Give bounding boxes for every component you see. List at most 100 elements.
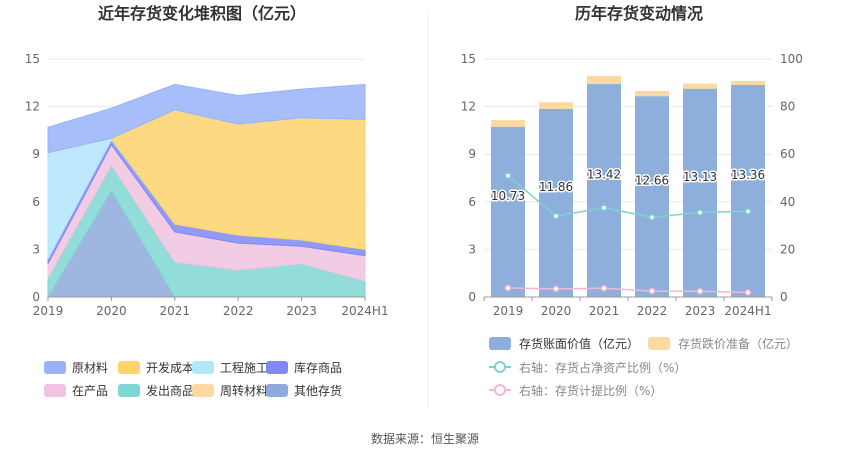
line-point xyxy=(600,284,608,292)
legend-label-周转材料: 周转材料 xyxy=(220,383,268,398)
legend-label-开发成本: 开发成本 xyxy=(146,360,194,375)
left-y-tick-label: 0 xyxy=(32,290,40,304)
area-原材料 xyxy=(47,83,366,154)
right-y2-tick-label: 40 xyxy=(780,195,795,209)
bar-book-value xyxy=(683,88,717,297)
legend-label-impairment: 存货跌价准备（亿元） xyxy=(678,336,798,351)
left-x-tick-label: 2019 xyxy=(33,304,64,318)
left-x-tick-label: 2021 xyxy=(160,304,191,318)
left-x-tick-label: 2022 xyxy=(223,304,254,318)
bar-impairment xyxy=(731,80,765,86)
line-point xyxy=(648,287,656,295)
line-inventory-ratio xyxy=(507,175,749,219)
right-x-tick-label: 2021 xyxy=(589,304,620,318)
left-x-tick-label: 2020 xyxy=(96,304,127,318)
bar-impairment xyxy=(635,91,669,97)
bar-value-label: 12.66 xyxy=(635,174,669,188)
legend-label-工程施工: 工程施工 xyxy=(220,360,268,375)
bar-book-value xyxy=(635,96,669,298)
legend-swatch-开发成本 xyxy=(118,361,140,374)
right-chart-legend: 存货账面价值（亿元） 存货跌价准备（亿元） 右轴：存货占净资产比例（%） 右轴：存货计… xyxy=(489,336,798,398)
left-chart-areas xyxy=(47,83,366,299)
right-x-tick-label: 2022 xyxy=(637,304,668,318)
legend-swatch-工程施工 xyxy=(192,361,214,374)
right-x-tick-label: 2024H1 xyxy=(724,304,771,318)
bar-impairment xyxy=(683,83,717,89)
line-point xyxy=(696,288,704,295)
bar-value-label: 13.42 xyxy=(587,168,621,182)
legend-swatch-其他存货 xyxy=(266,384,288,397)
data-source: 数据来源：恒生聚源 xyxy=(371,431,479,446)
right-y-tick-label: 12 xyxy=(461,100,476,114)
left-x-tick-label: 2024H1 xyxy=(341,304,388,318)
legend-label-book-value: 存货账面价值（亿元） xyxy=(519,336,639,351)
right-y-tick-label: 3 xyxy=(468,242,476,256)
right-y2-tick-label: 100 xyxy=(780,52,803,66)
left-y-tick-label: 3 xyxy=(32,242,40,256)
bar-book-value xyxy=(731,85,765,297)
legend-label-库存商品: 库存商品 xyxy=(294,360,342,375)
bar-value-label: 13.13 xyxy=(683,170,717,184)
legend-swatch-周转材料 xyxy=(192,384,214,397)
left-chart-axis: 0 3 6 9 12 15 2019 2020 2021 2022 2023 2024H1 xyxy=(25,52,389,318)
right-y-tick-label: 9 xyxy=(468,147,476,161)
line-point xyxy=(696,209,704,216)
bar-book-value xyxy=(539,108,573,297)
legend-label-line: 右轴：存货占净资产比例（%） xyxy=(519,360,686,375)
line-point xyxy=(744,289,752,296)
left-x-tick-label: 2023 xyxy=(286,304,317,318)
right-chart-axis: 0 3 6 9 12 15 0 20 40 60 80 100 2019 2020 2021 2022 2023… xyxy=(461,52,803,318)
legend-swatch-在产品 xyxy=(44,384,66,397)
bar-value-label: 13.36 xyxy=(731,168,765,182)
legend-label-发出商品: 发出商品 xyxy=(146,383,194,398)
bar-book-value xyxy=(587,84,621,297)
bar-impairment xyxy=(587,75,621,85)
right-y2-tick-label: 0 xyxy=(780,290,788,304)
left-y-tick-label: 12 xyxy=(25,100,40,114)
line-point xyxy=(552,285,560,293)
left-y-tick-label: 6 xyxy=(32,195,40,209)
right-chart-bar-labels: 10.73 11.86 13.42 12.66 13.13 13.36 xyxy=(489,166,766,204)
legend-swatch-impairment xyxy=(648,337,670,350)
right-chart-grid xyxy=(484,58,772,298)
line-point xyxy=(504,284,512,292)
right-chart-title: 历年存货变动情况 xyxy=(575,4,703,23)
right-x-tick-label: 2020 xyxy=(541,304,572,318)
line-point xyxy=(648,214,656,221)
bar-impairment xyxy=(539,102,573,109)
right-chart-lines xyxy=(504,172,752,296)
bar-value-label: 10.73 xyxy=(491,189,525,203)
right-y2-tick-label: 20 xyxy=(780,242,795,256)
line-point xyxy=(744,208,752,215)
legend-label-原材料: 原材料 xyxy=(72,361,108,375)
legend-label-在产品: 在产品 xyxy=(72,384,108,398)
right-y-tick-label: 15 xyxy=(461,52,476,66)
right-x-tick-label: 2023 xyxy=(685,304,716,318)
left-y-tick-label: 15 xyxy=(25,52,40,66)
legend-swatch-原材料 xyxy=(44,361,66,374)
legend-line-marker xyxy=(494,384,506,396)
legend-label-其他存货: 其他存货 xyxy=(294,383,342,398)
right-x-tick-label: 2019 xyxy=(493,304,524,318)
left-y-tick-label: 9 xyxy=(32,147,40,161)
legend-swatch-book-value xyxy=(489,337,511,350)
legend-label-line: 右轴：存货计提比例（%） xyxy=(519,383,662,398)
line-point xyxy=(552,212,560,220)
left-chart-title: 近年存货变化堆积图（亿元） xyxy=(98,4,306,23)
line-point xyxy=(600,204,608,211)
right-y2-tick-label: 80 xyxy=(780,100,795,114)
right-y2-tick-label: 60 xyxy=(780,147,795,161)
bar-value-label: 11.86 xyxy=(539,180,573,194)
bar-impairment xyxy=(491,120,525,127)
line-point xyxy=(504,172,512,179)
line-provision-ratio xyxy=(507,287,749,294)
bar-book-value xyxy=(491,126,525,297)
legend-line-marker xyxy=(494,361,506,373)
legend-swatch-发出商品 xyxy=(118,384,140,397)
right-y-tick-label: 6 xyxy=(468,195,476,209)
right-chart-bars xyxy=(491,75,765,298)
legend-swatch-库存商品 xyxy=(266,361,288,374)
right-y-tick-label: 0 xyxy=(468,290,476,304)
